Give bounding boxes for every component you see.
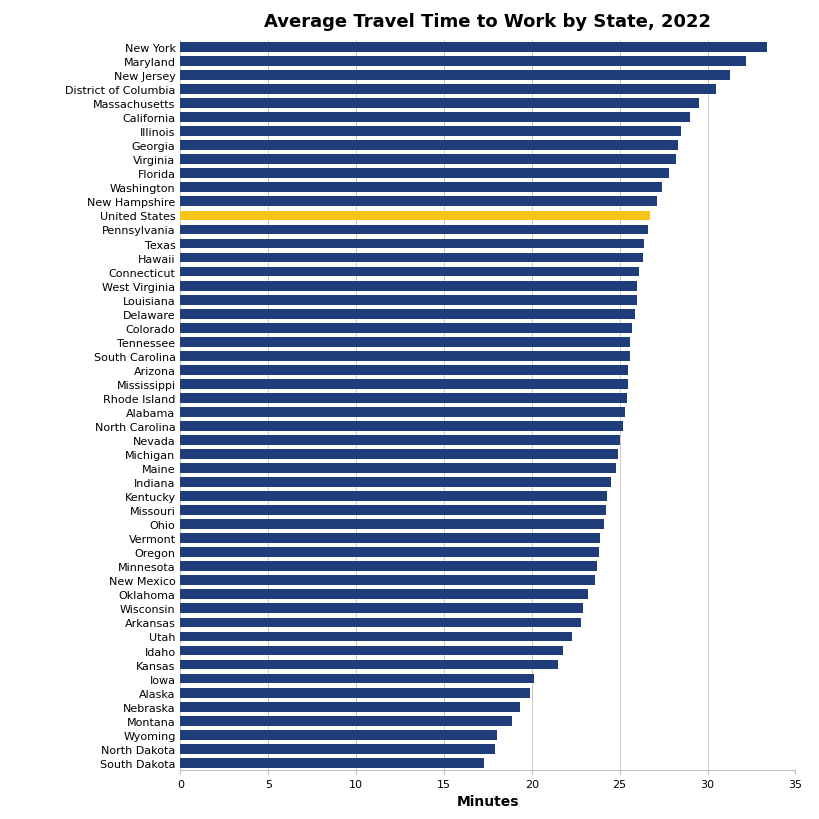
Title: Average Travel Time to Work by State, 2022: Average Travel Time to Work by State, 20…: [264, 13, 711, 31]
Bar: [180, 519, 603, 529]
Bar: [180, 113, 689, 123]
Bar: [180, 660, 558, 670]
Bar: [180, 197, 656, 207]
Bar: [180, 282, 636, 292]
Bar: [180, 505, 605, 515]
Bar: [180, 296, 636, 305]
Bar: [180, 127, 681, 137]
Bar: [180, 253, 642, 263]
Bar: [180, 324, 631, 333]
Bar: [180, 618, 581, 627]
Bar: [180, 730, 496, 740]
Bar: [180, 464, 615, 473]
Bar: [180, 604, 582, 613]
Bar: [180, 562, 596, 572]
Bar: [180, 225, 647, 235]
Bar: [180, 393, 626, 403]
Bar: [180, 43, 767, 53]
Bar: [180, 211, 649, 221]
Bar: [180, 674, 533, 684]
Bar: [180, 590, 587, 600]
Bar: [180, 379, 627, 389]
Bar: [180, 408, 624, 418]
Bar: [180, 99, 698, 109]
Bar: [180, 534, 600, 544]
Bar: [180, 183, 661, 193]
Bar: [180, 170, 668, 179]
Bar: [180, 631, 572, 641]
Bar: [180, 365, 627, 375]
Bar: [180, 422, 622, 432]
Bar: [180, 71, 730, 81]
Bar: [180, 744, 495, 753]
Bar: [180, 758, 484, 767]
Bar: [180, 548, 598, 558]
Bar: [180, 337, 630, 347]
Bar: [180, 450, 618, 459]
Bar: [180, 576, 595, 586]
Bar: [180, 491, 607, 501]
Bar: [180, 436, 619, 446]
Bar: [180, 351, 630, 361]
Bar: [180, 239, 644, 249]
Bar: [180, 702, 519, 712]
Bar: [180, 646, 563, 656]
Bar: [180, 477, 610, 487]
Bar: [180, 310, 635, 319]
Bar: [180, 85, 716, 95]
Bar: [180, 155, 675, 165]
Bar: [180, 267, 638, 277]
Bar: [180, 57, 745, 67]
Bar: [180, 688, 529, 698]
X-axis label: Minutes: Minutes: [456, 794, 518, 808]
Bar: [180, 716, 512, 726]
Bar: [180, 141, 676, 151]
